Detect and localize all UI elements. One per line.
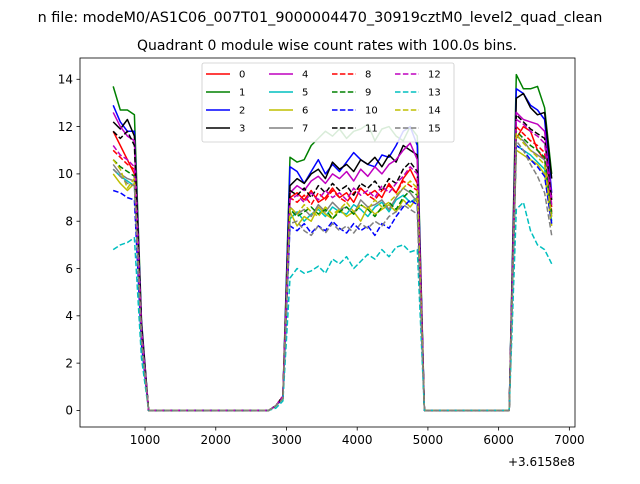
series-line-14 <box>112 132 553 412</box>
legend-box <box>201 62 455 143</box>
series-line-15 <box>112 140 553 412</box>
x-tick-label: 2000 <box>200 433 231 447</box>
series-layer <box>112 73 553 412</box>
legend-label-14: 14 <box>428 106 441 117</box>
legend-label-4: 4 <box>302 70 308 81</box>
legend-label-8: 8 <box>365 70 371 81</box>
x-tick-label: 5000 <box>413 433 444 447</box>
legend-label-10: 10 <box>365 106 378 117</box>
legend-label-0: 0 <box>239 70 245 81</box>
x-axis-offset-label: +3.6158e8 <box>508 455 575 469</box>
x-tick-label: 6000 <box>483 433 514 447</box>
y-tick-label: 14 <box>58 73 73 87</box>
legend-label-7: 7 <box>302 124 308 135</box>
x-tick-label: 4000 <box>342 433 373 447</box>
x-tick-label: 7000 <box>554 433 585 447</box>
series-line-13 <box>112 201 553 412</box>
legend-label-6: 6 <box>302 106 308 117</box>
y-tick-label: 0 <box>65 404 73 418</box>
x-tick-label: 1000 <box>130 433 161 447</box>
legend-label-1: 1 <box>239 88 245 99</box>
legend-label-13: 13 <box>428 88 441 99</box>
y-tick-label: 6 <box>65 262 73 276</box>
legend-label-9: 9 <box>365 88 371 99</box>
legend-label-12: 12 <box>428 70 441 81</box>
y-tick-label: 2 <box>65 356 73 370</box>
legend-label-2: 2 <box>239 106 245 117</box>
legend-label-11: 11 <box>365 124 378 135</box>
y-tick-label: 10 <box>58 167 73 181</box>
x-tick-label: 3000 <box>271 433 302 447</box>
axes-frame <box>79 57 576 428</box>
figure-suptitle: n file: modeM0/AS1C06_007T01_9000004470_… <box>38 10 603 26</box>
y-tick-label: 12 <box>58 120 73 134</box>
x-axis: 1000 2000 3000 4000 5000 6000 7000 <box>130 427 585 447</box>
legend-label-15: 15 <box>428 124 441 135</box>
legend-label-5: 5 <box>302 88 308 99</box>
legend-label-3: 3 <box>239 124 245 135</box>
y-tick-label: 8 <box>65 215 73 229</box>
chart-title: Quadrant 0 module wise count rates with … <box>137 38 517 54</box>
y-tick-label: 4 <box>65 309 73 323</box>
y-axis: 0 2 4 6 8 10 12 14 <box>58 73 80 418</box>
